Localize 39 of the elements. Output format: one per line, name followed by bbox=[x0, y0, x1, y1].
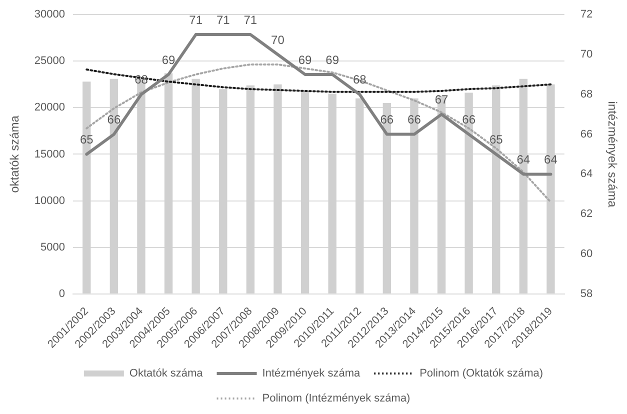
y2-tick-label: 60 bbox=[580, 248, 593, 260]
y2-tick-label: 64 bbox=[580, 168, 593, 180]
line-series bbox=[86, 68, 552, 93]
y2-tick-label: 68 bbox=[580, 88, 593, 100]
legend-label: Oktatók száma bbox=[129, 368, 204, 380]
data-label: 71 bbox=[189, 12, 203, 27]
data-label: 64 bbox=[544, 152, 558, 167]
legend-label: Intézmények száma bbox=[262, 368, 361, 380]
y2-tick-label: 58 bbox=[580, 288, 593, 300]
y-tick-label: 15000 bbox=[34, 148, 65, 160]
data-label: 70 bbox=[271, 32, 285, 47]
data-label: 69 bbox=[326, 52, 340, 67]
y2-tick-label: 62 bbox=[580, 208, 593, 220]
data-label: 65 bbox=[489, 132, 504, 147]
data-label: 67 bbox=[434, 92, 449, 107]
data-label: 66 bbox=[107, 112, 121, 127]
y2-tick-label: 72 bbox=[580, 8, 593, 21]
y-axis-title: oktatók száma bbox=[8, 115, 22, 193]
data-label: 65 bbox=[80, 132, 94, 147]
legend-label: Polinom (Oktatók száma) bbox=[420, 368, 544, 380]
data-label: 66 bbox=[462, 112, 476, 127]
y-tick-label: 0 bbox=[58, 288, 65, 300]
y-tick-label: 30000 bbox=[34, 8, 65, 21]
data-label: 69 bbox=[162, 52, 176, 67]
y2-tick-label: 66 bbox=[580, 128, 593, 140]
data-label: 71 bbox=[216, 12, 230, 27]
legend-label: Polinom (Intézmények száma) bbox=[262, 392, 410, 405]
y-tick-label: 10000 bbox=[34, 194, 65, 207]
y-tick-label: 25000 bbox=[34, 55, 65, 68]
data-label: 66 bbox=[408, 112, 422, 127]
data-label: 64 bbox=[516, 152, 530, 167]
y2-tick-label: 70 bbox=[580, 48, 593, 61]
data-label: 68 bbox=[352, 72, 367, 87]
data-label: 66 bbox=[380, 112, 394, 127]
y-tick-label: 20000 bbox=[34, 102, 65, 114]
data-label: 69 bbox=[298, 52, 312, 67]
data-label: 71 bbox=[244, 12, 258, 27]
y-tick-label: 5000 bbox=[40, 241, 65, 254]
y2-axis-title: intézmények száma bbox=[605, 101, 620, 208]
